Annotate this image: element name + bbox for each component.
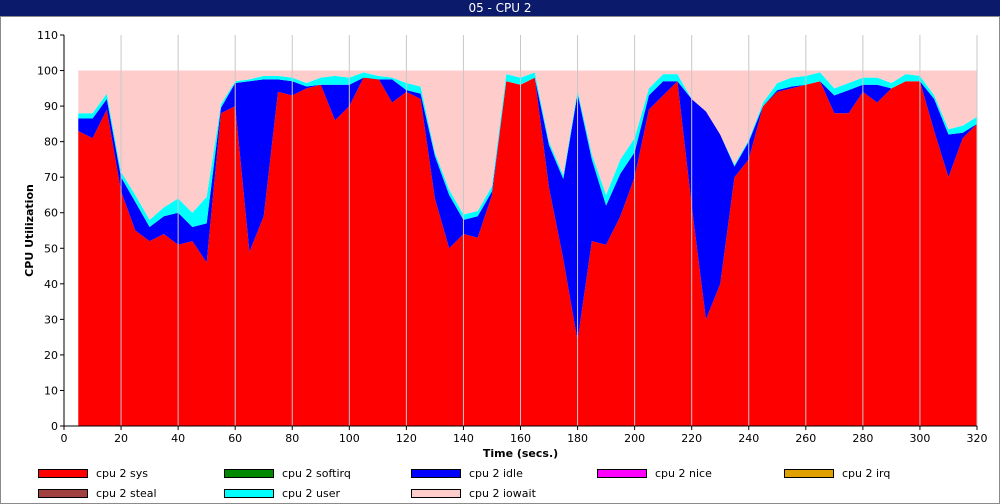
stacked-areas xyxy=(78,70,977,427)
legend-swatch xyxy=(784,468,834,478)
legend-swatch xyxy=(38,488,88,498)
y-tick-labels: 0 10 20 30 40 50 60 70 80 90 100 110 xyxy=(37,29,64,433)
y-tick-label: 110 xyxy=(37,29,58,42)
legend-item: cpu 2 irq xyxy=(784,466,890,480)
y-tick-label: 80 xyxy=(44,136,58,149)
x-tick-label: 20 xyxy=(114,432,128,445)
legend-item: cpu 2 nice xyxy=(597,466,712,480)
x-tick-label: 140 xyxy=(453,432,474,445)
y-tick-label: 40 xyxy=(44,278,58,291)
window-title: 05 - CPU 2 xyxy=(0,0,1000,16)
area-cpu-2-idle xyxy=(78,77,977,341)
legend-label: cpu 2 iowait xyxy=(469,486,536,500)
legend-swatch xyxy=(224,468,274,478)
legend-label: cpu 2 irq xyxy=(842,466,891,480)
y-tick-label: 0 xyxy=(51,420,58,433)
x-tick-label: 300 xyxy=(909,432,930,445)
x-axis-title: Time (secs.) xyxy=(483,447,558,460)
y-tick-label: 50 xyxy=(44,242,58,255)
x-tick-label: 220 xyxy=(681,432,702,445)
legend-item: cpu 2 sys xyxy=(38,466,148,480)
x-tick-label: 80 xyxy=(285,432,299,445)
y-axis-title: CPU Utilization xyxy=(23,184,36,277)
legend-label: cpu 2 softirq xyxy=(282,466,351,480)
x-tick-label: 100 xyxy=(339,432,360,445)
area-cpu-2-sys xyxy=(78,77,977,427)
legend-label: cpu 2 idle xyxy=(469,466,523,480)
legend-item: cpu 2 user xyxy=(224,486,340,500)
y-tick-label: 100 xyxy=(37,65,58,78)
legend-swatch xyxy=(597,468,647,478)
legend-label: cpu 2 steal xyxy=(96,486,157,500)
legend-swatch xyxy=(224,488,274,498)
grid-lines xyxy=(120,35,978,426)
legend-item: cpu 2 steal xyxy=(38,486,157,500)
x-tick-label: 280 xyxy=(852,432,873,445)
x-tick-label: 60 xyxy=(228,432,242,445)
y-tick-label: 10 xyxy=(44,384,58,397)
legend-item: cpu 2 iowait xyxy=(411,486,536,500)
x-tick-labels: 0 20 40 60 80 100 120 140 160 180 200 220 240 260 280 3… xyxy=(61,426,988,445)
y-tick-label: 60 xyxy=(44,207,58,220)
area-cpu-2-user xyxy=(78,72,977,227)
x-tick-label: 40 xyxy=(171,432,185,445)
legend-item: cpu 2 idle xyxy=(411,466,523,480)
legend-swatch xyxy=(38,468,88,478)
y-tick-label: 20 xyxy=(44,349,58,362)
chart-legend: cpu 2 sys cpu 2 softirq cpu 2 idle cpu 2 ni… xyxy=(38,466,978,502)
legend-label: cpu 2 nice xyxy=(655,466,712,480)
x-tick-label: 200 xyxy=(624,432,645,445)
legend-label: cpu 2 user xyxy=(282,486,340,500)
x-tick-label: 260 xyxy=(795,432,816,445)
legend-swatch xyxy=(411,488,461,498)
area-cpu-2-iowait xyxy=(78,70,977,220)
x-tick-label: 180 xyxy=(567,432,588,445)
legend-label: cpu 2 sys xyxy=(96,466,148,480)
y-tick-label: 90 xyxy=(44,100,58,113)
x-tick-label: 240 xyxy=(738,432,759,445)
x-tick-label: 160 xyxy=(510,432,531,445)
legend-swatch xyxy=(411,468,461,478)
x-tick-label: 0 xyxy=(61,432,68,445)
x-tick-label: 120 xyxy=(396,432,417,445)
legend-item: cpu 2 softirq xyxy=(224,466,351,480)
y-tick-label: 30 xyxy=(44,313,58,326)
x-tick-label: 320 xyxy=(967,432,988,445)
y-tick-label: 70 xyxy=(44,171,58,184)
